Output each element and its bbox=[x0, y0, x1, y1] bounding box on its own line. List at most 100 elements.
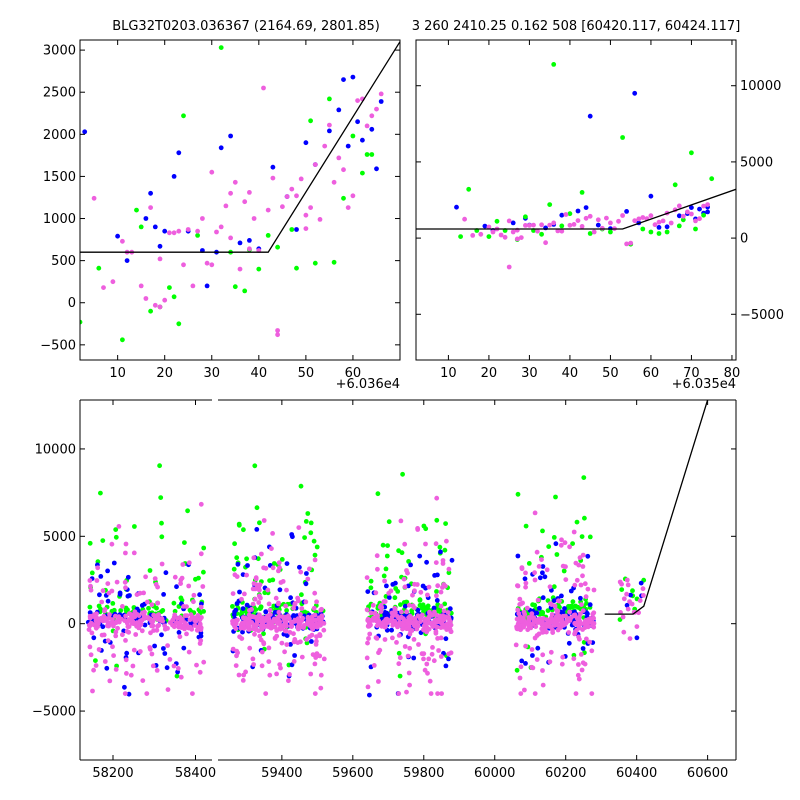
data-point bbox=[265, 233, 271, 238]
data-point bbox=[676, 203, 682, 209]
x-tick-label: 20 bbox=[156, 366, 173, 381]
data-point bbox=[522, 612, 528, 617]
data-point bbox=[524, 605, 530, 611]
data-point bbox=[432, 573, 437, 578]
data-point bbox=[298, 569, 304, 575]
data-point bbox=[555, 228, 561, 234]
data-point bbox=[413, 619, 419, 625]
y-tick-label: 5000 bbox=[43, 530, 76, 545]
data-point bbox=[194, 662, 199, 668]
data-point bbox=[562, 540, 568, 546]
data-point bbox=[417, 553, 423, 559]
data-point bbox=[291, 613, 296, 618]
data-point bbox=[287, 672, 292, 677]
data-point bbox=[145, 615, 150, 621]
data-point bbox=[247, 645, 253, 651]
data-point bbox=[102, 607, 108, 612]
data-point bbox=[278, 580, 284, 585]
data-point bbox=[634, 624, 640, 629]
data-point bbox=[400, 626, 405, 632]
data-point bbox=[257, 633, 263, 639]
data-point bbox=[433, 541, 439, 547]
data-point bbox=[327, 96, 332, 102]
data-point bbox=[572, 612, 578, 618]
data-point bbox=[637, 598, 643, 603]
data-point bbox=[540, 682, 546, 688]
data-point bbox=[567, 544, 572, 550]
data-point bbox=[113, 629, 119, 635]
data-point bbox=[656, 225, 662, 230]
data-point bbox=[310, 652, 316, 657]
data-point bbox=[449, 557, 455, 563]
data-point bbox=[583, 205, 589, 211]
data-point bbox=[284, 642, 290, 647]
data-point bbox=[171, 294, 177, 300]
data-point bbox=[446, 616, 452, 622]
data-point bbox=[401, 576, 407, 582]
data-point bbox=[233, 626, 239, 632]
data-point bbox=[283, 628, 289, 634]
y-tick-label: −5000 bbox=[740, 308, 784, 323]
data-point bbox=[89, 570, 95, 576]
data-point bbox=[88, 583, 93, 589]
data-point bbox=[257, 587, 262, 593]
data-point bbox=[238, 625, 244, 631]
data-point bbox=[110, 279, 116, 285]
x-tick-label: 59400 bbox=[261, 766, 302, 781]
data-point bbox=[531, 615, 537, 620]
data-point bbox=[355, 98, 360, 103]
data-point bbox=[660, 218, 666, 224]
data-point bbox=[447, 606, 453, 612]
data-point bbox=[566, 604, 571, 609]
data-point bbox=[383, 566, 389, 572]
data-point bbox=[523, 570, 528, 576]
data-point bbox=[522, 687, 527, 693]
data-point bbox=[218, 224, 224, 230]
data-point bbox=[444, 538, 449, 544]
data-point bbox=[284, 587, 289, 593]
data-point bbox=[185, 227, 191, 232]
data-point bbox=[123, 613, 128, 619]
data-point bbox=[317, 217, 323, 222]
data-point bbox=[636, 216, 642, 222]
y-tick-label: 5000 bbox=[740, 155, 773, 170]
data-point bbox=[368, 610, 374, 616]
data-point bbox=[270, 164, 276, 170]
data-point bbox=[336, 155, 342, 161]
data-point bbox=[270, 565, 276, 571]
data-point bbox=[184, 622, 190, 627]
data-point bbox=[515, 583, 521, 589]
data-point bbox=[138, 283, 144, 289]
data-point bbox=[184, 613, 190, 618]
data-point bbox=[186, 625, 192, 631]
data-point bbox=[426, 656, 432, 662]
data-point bbox=[580, 573, 585, 579]
data-point bbox=[434, 517, 440, 523]
data-point bbox=[291, 619, 297, 624]
data-point bbox=[584, 636, 589, 642]
data-point bbox=[583, 594, 589, 600]
data-point bbox=[273, 595, 279, 601]
data-point bbox=[178, 595, 184, 601]
data-point bbox=[576, 676, 582, 682]
data-point bbox=[105, 568, 110, 574]
data-point bbox=[314, 544, 320, 550]
data-point bbox=[275, 328, 280, 333]
data-point bbox=[551, 62, 557, 67]
data-point bbox=[261, 631, 266, 637]
data-point bbox=[533, 624, 539, 629]
data-point bbox=[705, 209, 710, 215]
data-point bbox=[236, 672, 242, 678]
data-point bbox=[291, 659, 297, 664]
data-point bbox=[309, 639, 314, 644]
data-point bbox=[365, 684, 371, 690]
data-point bbox=[404, 609, 410, 615]
data-point bbox=[538, 616, 543, 622]
data-point bbox=[580, 608, 586, 613]
data-point bbox=[628, 240, 634, 246]
data-point bbox=[156, 622, 162, 628]
data-point bbox=[177, 634, 183, 640]
data-point bbox=[145, 599, 150, 605]
panel-bottom-axes: 58200 58400 59400 59600 59800 60000 60200 60400… bbox=[32, 399, 737, 781]
data-point bbox=[87, 540, 93, 546]
